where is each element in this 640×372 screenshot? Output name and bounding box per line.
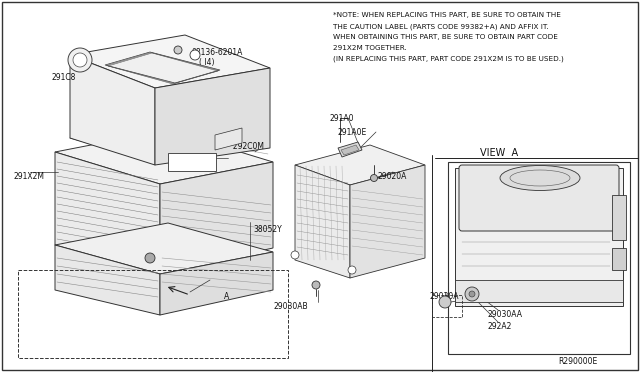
Text: WHEN OBTAINING THIS PART, BE SURE TO OBTAIN PART CODE: WHEN OBTAINING THIS PART, BE SURE TO OBT…	[333, 34, 558, 40]
Polygon shape	[55, 130, 273, 184]
Text: 291C8: 291C8	[52, 73, 76, 82]
Text: 291A0: 291A0	[330, 114, 355, 123]
Polygon shape	[215, 128, 242, 150]
Text: 99382+A: 99382+A	[170, 158, 205, 167]
Circle shape	[371, 174, 378, 182]
Polygon shape	[341, 145, 359, 155]
Text: R290000E: R290000E	[558, 357, 597, 366]
Circle shape	[312, 281, 320, 289]
Text: 292A2: 292A2	[488, 322, 513, 331]
Bar	[612, 195, 626, 240]
Bar	[168, 153, 216, 171]
Text: THE CAUTION LABEL (PARTS CODE 99382+A) AND AFFIX IT.: THE CAUTION LABEL (PARTS CODE 99382+A) A…	[333, 23, 548, 29]
Bar	[137, 228, 143, 232]
Polygon shape	[350, 165, 425, 278]
Circle shape	[291, 251, 299, 259]
Polygon shape	[338, 142, 362, 157]
Text: VIEW  A: VIEW A	[480, 148, 518, 158]
Polygon shape	[55, 223, 273, 274]
Polygon shape	[105, 52, 220, 83]
Bar	[455, 168, 623, 306]
Polygon shape	[295, 165, 350, 278]
Text: 29030AB: 29030AB	[274, 302, 308, 311]
Bar	[122, 222, 128, 226]
Circle shape	[439, 296, 451, 308]
Circle shape	[145, 253, 155, 263]
Text: ( I4): ( I4)	[199, 58, 214, 67]
Ellipse shape	[500, 166, 580, 190]
Text: 291A0E: 291A0E	[338, 128, 367, 137]
Text: 29030AA: 29030AA	[488, 310, 523, 319]
Bar	[432, 295, 462, 317]
Text: 38052Y: 38052Y	[253, 225, 282, 234]
Text: *NOTE: WHEN REPLACING THIS PART, BE SURE TO OBTAIN THE: *NOTE: WHEN REPLACING THIS PART, BE SURE…	[333, 12, 561, 18]
Text: 29020A: 29020A	[378, 172, 408, 181]
Text: (IN REPLACING THIS PART, PART CODE 291X2M IS TO BE USED.): (IN REPLACING THIS PART, PART CODE 291X2…	[333, 56, 564, 62]
Polygon shape	[160, 252, 273, 315]
Circle shape	[348, 266, 356, 274]
Text: *292C0M: *292C0M	[230, 142, 265, 151]
Text: 291X2M TOGETHER.: 291X2M TOGETHER.	[333, 45, 407, 51]
Bar	[448, 162, 630, 354]
Circle shape	[68, 48, 92, 72]
Bar	[18, 270, 288, 358]
FancyBboxPatch shape	[459, 165, 619, 231]
Bar	[62, 198, 68, 202]
Text: 29030A: 29030A	[430, 292, 460, 301]
Polygon shape	[295, 145, 425, 185]
Text: 08136-6201A: 08136-6201A	[192, 48, 243, 57]
Bar	[107, 216, 113, 220]
Circle shape	[73, 53, 87, 67]
Text: A: A	[224, 292, 229, 301]
Circle shape	[469, 291, 475, 297]
Polygon shape	[155, 68, 270, 165]
Circle shape	[174, 46, 182, 54]
Bar	[92, 210, 98, 214]
Polygon shape	[55, 152, 160, 273]
Bar	[455, 280, 623, 302]
Bar	[77, 204, 83, 208]
Polygon shape	[70, 55, 155, 165]
Polygon shape	[70, 35, 270, 88]
Polygon shape	[55, 245, 160, 315]
Text: B: B	[193, 52, 197, 58]
Circle shape	[190, 50, 200, 60]
Polygon shape	[160, 162, 273, 273]
Bar	[612, 248, 626, 270]
Text: 291X2M: 291X2M	[14, 172, 45, 181]
Circle shape	[465, 287, 479, 301]
